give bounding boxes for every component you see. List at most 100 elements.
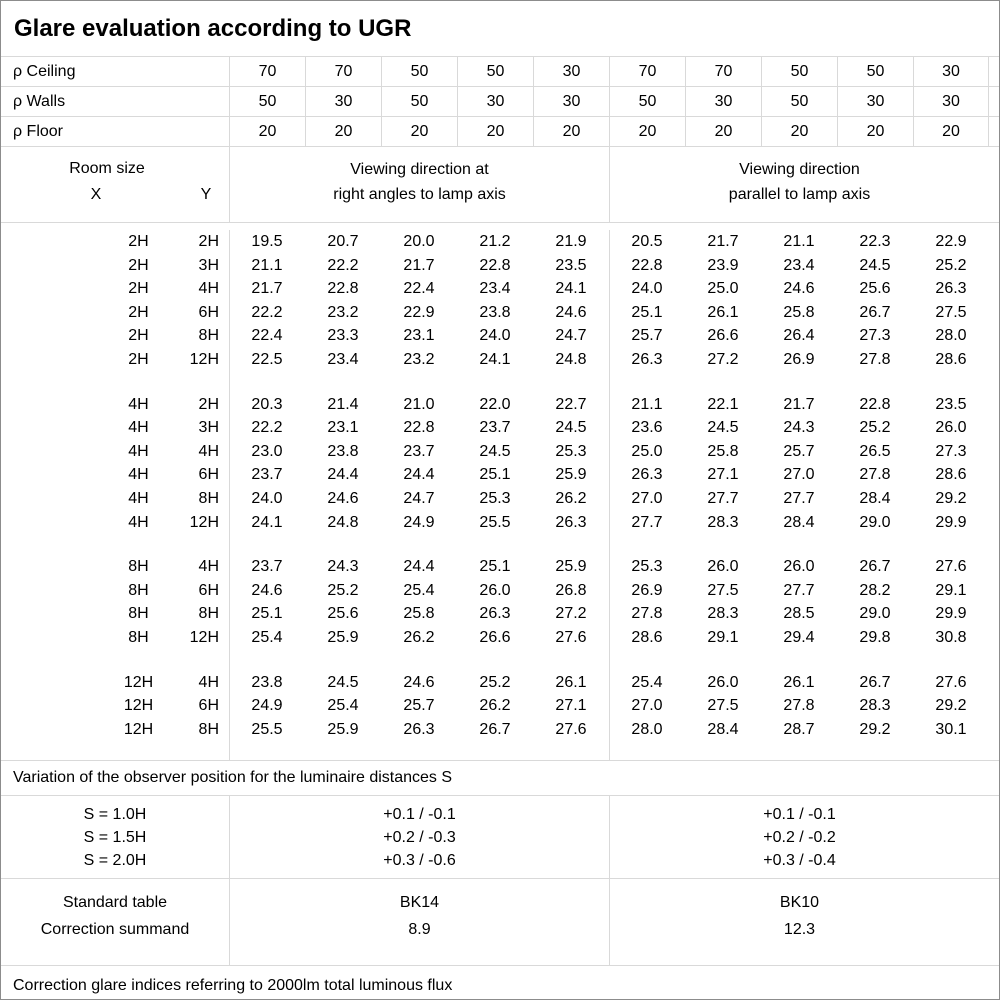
room-y-value: 6H <box>198 581 219 599</box>
ugr-value-cell: 25.6 <box>327 605 359 623</box>
ugr-value-cell: 24.4 <box>403 558 435 576</box>
ugr-value-cell: 27.2 <box>707 350 739 368</box>
room-y-value: 6H <box>198 303 219 321</box>
ugr-value-cell: 26.0 <box>935 419 967 437</box>
room-size-cell: 2H 8H <box>1 324 229 348</box>
ugr-value-cell: 23.4 <box>327 350 359 368</box>
s-values-parallel: +0.1 / -0.1 +0.2 / -0.2 +0.3 / -0.4 <box>609 796 989 878</box>
room-x-header: X <box>90 186 102 203</box>
room-size-cell: 12H 6H <box>1 694 229 718</box>
ugr-value-cell: 24.6 <box>403 673 435 691</box>
ugr-value-cell: 25.9 <box>327 720 359 738</box>
room-y-value: 8H <box>198 605 219 623</box>
ugr-value-cell: 27.8 <box>783 697 815 715</box>
ugr-value-cell: 22.2 <box>251 303 283 321</box>
ugr-value-cell: 28.2 <box>859 581 891 599</box>
ugr-value-cell: 26.1 <box>783 673 815 691</box>
rho-value-cell: 20 <box>685 117 761 146</box>
rho-walls-values: 50 30 50 30 30 50 30 50 30 30 <box>229 87 989 116</box>
room-size-cell: 2H 2H <box>1 230 229 254</box>
rho-value-cell: 20 <box>761 117 837 146</box>
ugr-value-cell: 22.8 <box>479 256 511 274</box>
ugr-value-cell: 27.6 <box>555 720 587 738</box>
rho-value-cell: 30 <box>305 87 381 116</box>
room-size-cell: 4H 2H <box>1 393 229 417</box>
rho-value-cell: 20 <box>533 117 609 146</box>
room-size-cell: 4H 6H <box>1 463 229 487</box>
ugr-value-cell: 24.0 <box>631 280 663 298</box>
ugr-value-cell: 25.2 <box>935 256 967 274</box>
ugr-value-cell: 23.2 <box>403 350 435 368</box>
ugr-value-cell: 23.8 <box>251 673 283 691</box>
ugr-value-cell: 23.3 <box>327 327 359 345</box>
room-y-value: 4H <box>198 442 219 460</box>
ugr-value-cell: 29.2 <box>859 720 891 738</box>
room-size-cell: 2H 12H <box>1 348 229 372</box>
rho-value-cell: 30 <box>685 87 761 116</box>
ugr-value-cell: 27.7 <box>783 489 815 507</box>
ugr-value-cell: 29.1 <box>935 581 967 599</box>
ugr-value-cell: 26.3 <box>631 466 663 484</box>
room-size-label: Room size <box>69 160 145 177</box>
ugr-value-cell: 23.7 <box>251 466 283 484</box>
ugr-value-cell: 26.0 <box>479 581 511 599</box>
room-size-cell: 4H 8H <box>1 487 229 511</box>
room-y-value: 12H <box>189 628 219 646</box>
room-y-value: 8H <box>198 327 219 345</box>
s-values-right-angles: +0.1 / -0.1 +0.2 / -0.3 +0.3 / -0.6 <box>229 796 609 878</box>
ugr-value-cell: 24.5 <box>479 442 511 460</box>
ugr-value-cell: 25.3 <box>479 489 511 507</box>
ugr-value-cell: 25.4 <box>403 581 435 599</box>
ugr-value-cell: 29.2 <box>935 489 967 507</box>
s-label: S = 1.0H <box>83 806 147 823</box>
s-value: +0.3 / -0.4 <box>763 852 836 869</box>
rho-value-cell: 30 <box>457 87 533 116</box>
ugr-value-cell: 27.0 <box>631 489 663 507</box>
rho-value-cell: 30 <box>913 57 989 86</box>
correction-summand-value: 12.3 <box>783 921 816 938</box>
ugr-value-cell: 20.0 <box>403 233 435 250</box>
ugr-value-cell: 27.0 <box>783 466 815 484</box>
ugr-value-cell: 24.5 <box>859 256 891 274</box>
ugr-value-cell: 28.6 <box>935 466 967 484</box>
ugr-value-cell: 25.7 <box>403 697 435 715</box>
column-divider-left <box>229 230 230 760</box>
ugr-value-cell: 29.2 <box>935 697 967 715</box>
room-y-value: 4H <box>198 673 219 691</box>
table-row: 2H 4H 21.7 22.8 22.4 23.4 24.1 24.0 25.0 24.6 25.6… <box>1 277 999 301</box>
s-value: +0.2 / -0.2 <box>763 829 836 846</box>
ugr-value-cell: 24.1 <box>479 350 511 368</box>
ugr-value-cell: 21.2 <box>479 233 511 250</box>
ugr-value-cell: 27.8 <box>631 605 663 623</box>
ugr-value-cell: 24.1 <box>251 513 283 531</box>
room-x-value: 12H <box>123 697 154 715</box>
ugr-value-cell: 27.7 <box>631 513 663 531</box>
rho-walls-label: ρ Walls <box>13 92 66 110</box>
ugr-value-cell: 25.2 <box>859 419 891 437</box>
ugr-value-cell: 26.3 <box>479 605 511 623</box>
ugr-value-cell: 21.7 <box>707 233 739 250</box>
ugr-value-cell: 23.5 <box>935 395 967 413</box>
room-x-value: 12H <box>123 673 154 691</box>
table-row: 8H 6H 24.6 25.2 25.4 26.0 26.8 26.9 27.5 27.7 28.2… <box>1 579 999 603</box>
ugr-value-cell: 26.0 <box>783 558 815 576</box>
ugr-value-cell: 22.2 <box>251 419 283 437</box>
ugr-value-cell: 27.5 <box>707 697 739 715</box>
ugr-value-cell: 23.1 <box>403 327 435 345</box>
ugr-value-cell: 22.8 <box>327 280 359 298</box>
ugr-value-cell: 21.9 <box>555 233 587 250</box>
ugr-value-cell: 24.4 <box>403 466 435 484</box>
ugr-value-cell: 24.6 <box>251 581 283 599</box>
rho-walls-row: ρ Walls 50 30 50 30 30 50 30 50 30 30 <box>1 87 999 117</box>
ugr-value-cell: 29.9 <box>935 605 967 623</box>
table-row: 2H 3H 21.1 22.2 21.7 22.8 23.5 22.8 23.9 23.4 24.5… <box>1 254 999 278</box>
page-title: Glare evaluation according to UGR <box>14 14 412 42</box>
ugr-value-cell: 20.3 <box>251 395 283 413</box>
table-row: 4H 4H 23.0 23.8 23.7 24.5 25.3 25.0 25.8 25.7 26.5… <box>1 440 999 464</box>
ugr-value-cell: 26.3 <box>403 720 435 738</box>
ugr-value-cell: 25.2 <box>479 673 511 691</box>
ugr-value-cell: 21.1 <box>631 395 663 413</box>
table-row: 12H 8H 25.5 25.9 26.3 26.7 27.6 28.0 28.4 28.7 29.… <box>1 718 999 742</box>
ugr-value-cell: 27.3 <box>935 442 967 460</box>
ugr-value-cell: 26.2 <box>479 697 511 715</box>
